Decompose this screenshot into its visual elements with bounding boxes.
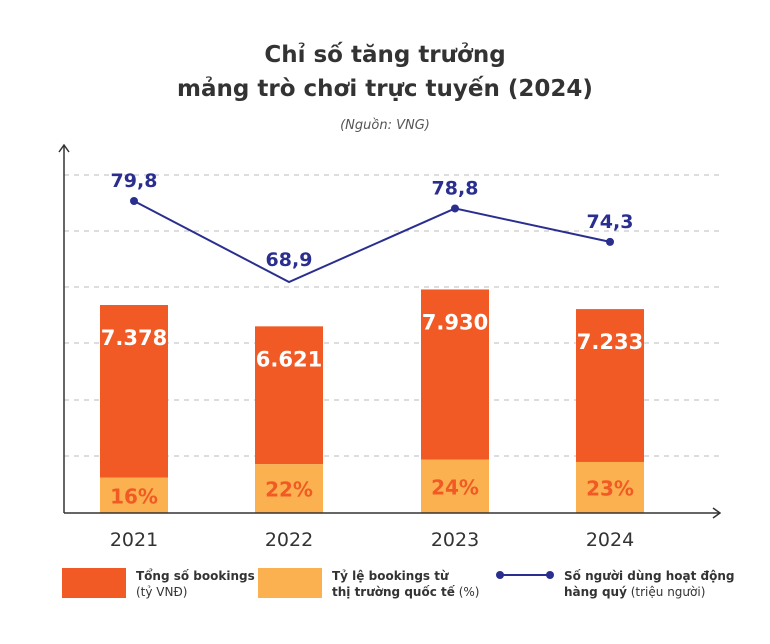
label-bookings-2024: 7.233 bbox=[577, 330, 643, 354]
x-tick-2022: 2022 bbox=[265, 529, 313, 551]
label-international-2023: 24% bbox=[431, 475, 479, 499]
legend-swatch-bookings bbox=[62, 568, 126, 598]
label-bookings-2023: 7.930 bbox=[422, 310, 488, 334]
bar-bookings-2022 bbox=[255, 326, 323, 465]
bar-bookings-2023 bbox=[421, 289, 489, 460]
chart-canvas: 7.378 16% 2021 6.621 22% 2022 7.930 24% 2023 7.23… bbox=[58, 143, 722, 551]
y-axis-arrow bbox=[58, 143, 70, 153]
bar-international-2021 bbox=[100, 477, 168, 513]
legend-item-international: Tỷ lệ bookings từ thị trường quốc tế (%) bbox=[258, 568, 479, 608]
bar-bookings-2021 bbox=[100, 305, 168, 478]
x-axis-arrow bbox=[712, 507, 722, 519]
bar-international-2022 bbox=[255, 464, 323, 513]
chart-title-line-2: mảng trò chơi trực tuyến (2024) bbox=[177, 76, 593, 102]
x-tick-2021: 2021 bbox=[110, 529, 158, 551]
point-users-2023 bbox=[451, 204, 459, 213]
legend-unit-international: (%) bbox=[458, 585, 480, 599]
legend-label-users: Số người dùng hoạt động bbox=[564, 569, 735, 583]
line-users bbox=[133, 200, 611, 284]
label-bookings-2022: 6.621 bbox=[256, 347, 322, 371]
point-users-2021 bbox=[130, 197, 138, 206]
legend-label-users-2: hàng quý bbox=[564, 585, 627, 599]
bar-international-2024 bbox=[576, 461, 644, 513]
label-users-2024: 74,3 bbox=[587, 211, 634, 233]
legend-item-bookings: Tổng số bookings (tỷ VNĐ) bbox=[62, 568, 255, 608]
chart-source: (Nguồn: VNG) bbox=[340, 118, 430, 133]
bar-bookings-2024 bbox=[576, 309, 644, 462]
label-users-2023: 78,8 bbox=[432, 177, 479, 199]
legend-unit-bookings: (tỷ VNĐ) bbox=[136, 585, 188, 599]
x-tick-2023: 2023 bbox=[431, 529, 479, 551]
label-international-2022: 22% bbox=[265, 478, 313, 502]
label-users-2022: 68,9 bbox=[266, 249, 313, 271]
legend-item-users: Số người dùng hoạt động hàng quý (triệu … bbox=[496, 568, 734, 608]
label-international-2024: 23% bbox=[586, 476, 634, 500]
label-bookings-2021: 7.378 bbox=[101, 326, 167, 350]
label-international-2021: 16% bbox=[110, 484, 158, 508]
label-users-2021: 79,8 bbox=[111, 170, 158, 192]
legend-label-bookings: Tổng số bookings bbox=[136, 569, 255, 583]
point-users-2024 bbox=[606, 237, 614, 246]
legend-label-international: Tỷ lệ bookings từ bbox=[332, 569, 449, 583]
legend-swatch-international bbox=[258, 568, 322, 598]
legend-unit-users: (triệu người) bbox=[630, 585, 706, 599]
x-tick-2024: 2024 bbox=[586, 529, 634, 551]
chart-title-line-1: Chỉ số tăng trưởng bbox=[264, 42, 506, 68]
bar-international-2023 bbox=[421, 459, 489, 513]
legend-label-international-2: thị trường quốc tế bbox=[332, 585, 455, 599]
legend-line-users bbox=[496, 568, 554, 582]
